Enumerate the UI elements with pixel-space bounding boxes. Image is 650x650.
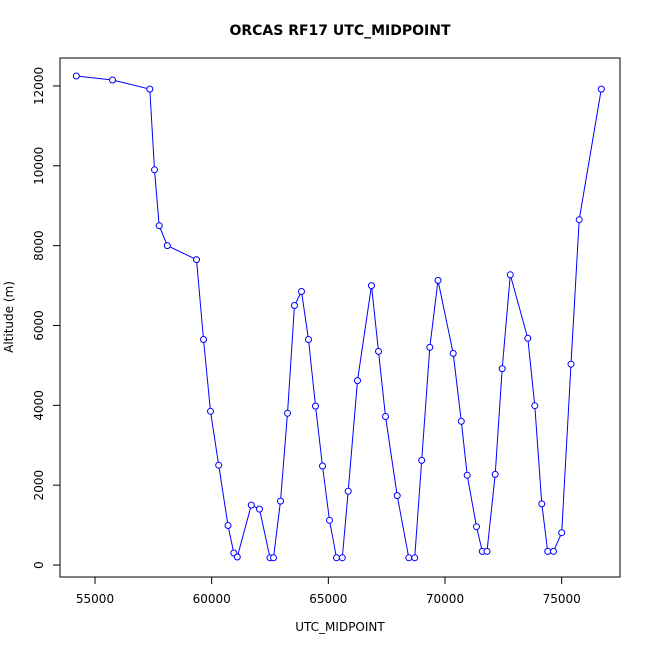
data-point (291, 302, 298, 309)
data-point (531, 402, 539, 410)
data-point (524, 334, 532, 342)
data-point (463, 471, 471, 479)
data-point (418, 456, 426, 464)
data-point (473, 523, 480, 531)
chart-title: ORCAS RF17 UTC_MIDPOINT (229, 23, 450, 39)
y-axis-ticks: 0 2000 4000 6000 8000 10000 12000 (32, 67, 60, 569)
data-point (256, 505, 263, 513)
data-point (163, 242, 171, 250)
data-point (277, 497, 284, 505)
y-tick-label: 4000 (32, 390, 46, 421)
data-point (558, 529, 566, 537)
data-point (405, 554, 413, 562)
data-point (326, 516, 333, 524)
data-point (200, 336, 207, 343)
altitude-series-line (76, 75, 602, 559)
data-point (354, 377, 361, 385)
data-point (506, 271, 514, 279)
x-tick-label: 55000 (76, 592, 114, 606)
y-tick-label: 12000 (32, 67, 46, 105)
data-point (319, 462, 326, 470)
y-axis-label: Altitude (m) (2, 281, 16, 353)
x-tick-label: 75000 (543, 592, 581, 606)
data-point (575, 216, 583, 224)
data-point (207, 407, 214, 415)
data-point (193, 256, 200, 264)
x-tick-label: 70000 (426, 592, 464, 606)
data-point (312, 402, 319, 410)
data-point (151, 166, 158, 174)
data-point (224, 522, 232, 529)
data-point (215, 461, 223, 469)
x-axis-label: UTC_MIDPOINT (295, 620, 385, 634)
data-point (538, 500, 546, 508)
data-point (426, 343, 434, 351)
data-point (457, 417, 465, 425)
data-point (567, 360, 575, 368)
y-tick-label: 10000 (32, 147, 46, 185)
x-tick-label: 60000 (193, 592, 231, 606)
data-point (491, 470, 499, 478)
data-point (333, 554, 340, 562)
y-tick-label: 0 (32, 561, 46, 569)
data-point (109, 76, 116, 84)
data-point (344, 487, 352, 495)
data-point (247, 501, 255, 509)
y-tick-label: 6000 (32, 310, 46, 341)
data-point (298, 288, 305, 295)
plot-frame (59, 57, 621, 578)
data-point (146, 85, 154, 93)
data-point (382, 413, 389, 420)
data-point (368, 282, 375, 290)
altitude-data-points (72, 72, 605, 562)
data-point (550, 547, 557, 555)
data-point (375, 347, 382, 355)
data-point (305, 336, 312, 343)
data-point (155, 222, 163, 230)
data-point (498, 365, 506, 373)
data-point (72, 72, 80, 80)
data-point (284, 409, 291, 417)
x-tick-label: 65000 (309, 592, 347, 606)
data-point (338, 554, 346, 562)
data-point (483, 547, 491, 555)
data-point (233, 553, 241, 561)
y-tick-label: 8000 (32, 230, 46, 261)
x-axis-ticks: 55000 60000 65000 70000 75000 (76, 577, 581, 606)
data-point (270, 554, 277, 562)
y-tick-label: 2000 (32, 470, 46, 501)
data-point (544, 547, 552, 555)
data-point (411, 554, 419, 562)
data-point (393, 492, 401, 500)
data-point (597, 85, 605, 93)
data-point (434, 276, 442, 284)
data-point (449, 349, 457, 357)
